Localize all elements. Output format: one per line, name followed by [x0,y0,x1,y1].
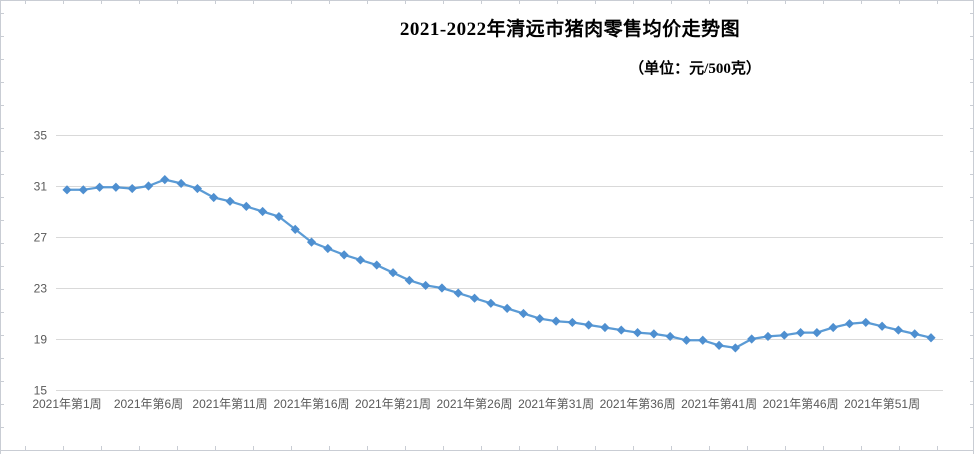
data-point-marker [306,237,317,247]
svg-text:19: 19 [34,333,48,347]
data-point-marker [763,331,773,342]
data-point-marker [372,260,382,270]
data-point-marker [143,181,154,191]
data-point-marker [600,322,610,333]
svg-text:2021年第41周: 2021年第41周 [681,397,757,411]
x-axis-labels: 2021年第1周 2021年第6周 2021年第11周 2021年第16周 2021年第… [32,397,920,411]
data-point-marker [62,185,72,195]
svg-text:27: 27 [34,231,48,245]
data-point-marker [812,328,822,338]
data-point-marker [910,329,920,339]
data-point-marker [535,314,545,324]
data-point-marker [747,334,757,344]
svg-text:2021年第46周: 2021年第46周 [763,397,839,411]
data-point-marker [339,250,349,260]
data-point-marker [274,212,284,222]
data-point-marker [714,340,724,350]
chart-unit-label: （单位：元/500克） [629,61,761,77]
svg-text:2021年第21周: 2021年第21周 [355,397,431,411]
data-point-marker [502,303,512,313]
data-point-marker [111,182,121,192]
svg-text:31: 31 [34,180,48,194]
data-point-marker [632,328,643,338]
data-point-marker [828,322,838,333]
data-point-marker [779,330,789,340]
data-point-marker [584,320,594,330]
data-point-marker [323,243,333,254]
data-point-marker [518,308,529,319]
data-point-marker [649,329,659,339]
data-point-marker [437,283,447,293]
svg-text:2021年第11周: 2021年第11周 [192,397,267,411]
data-point-marker [567,317,577,328]
data-point-marker [404,275,414,285]
y-axis-labels: 15 19 23 27 31 35 [34,129,48,398]
data-point-marker [861,317,871,328]
data-point-marker [192,183,203,194]
data-point-marker [681,335,692,345]
svg-text:2021年第31周: 2021年第31周 [518,397,594,411]
svg-text:2021年第51周: 2021年第51周 [844,397,920,411]
svg-text:2021年第26周: 2021年第26周 [436,397,512,411]
y-gridlines [56,135,943,391]
data-point-marker [258,206,268,217]
data-point-marker [160,175,170,185]
data-point-marker [225,196,235,206]
svg-text:2021年第36周: 2021年第36周 [600,397,676,411]
data-point-marker [551,316,561,326]
data-point-marker [730,343,740,353]
data-point-marker [78,185,88,195]
data-point-marker [486,298,496,308]
data-point-marker [926,333,936,343]
svg-text:2021年第6周: 2021年第6周 [114,397,183,411]
data-point-marker [176,178,186,189]
svg-text:35: 35 [34,129,48,143]
data-point-marker [209,192,219,203]
data-point-marker [469,293,480,303]
svg-text:23: 23 [34,282,48,296]
data-point-marker [127,183,137,194]
price-series-markers [62,175,936,353]
data-point-marker [453,288,463,298]
data-point-marker [616,325,626,335]
svg-text:2021年第16周: 2021年第16周 [273,397,349,411]
data-point-marker [698,335,708,345]
data-point-marker [795,328,806,338]
data-point-marker [95,182,105,192]
data-point-marker [241,201,251,211]
data-point-marker [421,280,431,291]
data-point-marker [290,224,300,234]
data-point-marker [355,255,366,265]
data-point-marker [877,321,887,331]
svg-text:2021年第1周: 2021年第1周 [32,397,101,411]
price-series-line [65,178,933,350]
data-point-marker [665,331,675,342]
chart-title: 2021-2022年清远市猪肉零售均价走势图 [399,19,741,40]
data-point-marker [844,319,855,329]
data-point-marker [893,325,903,335]
data-point-marker [388,268,398,278]
svg-text:15: 15 [34,384,48,398]
